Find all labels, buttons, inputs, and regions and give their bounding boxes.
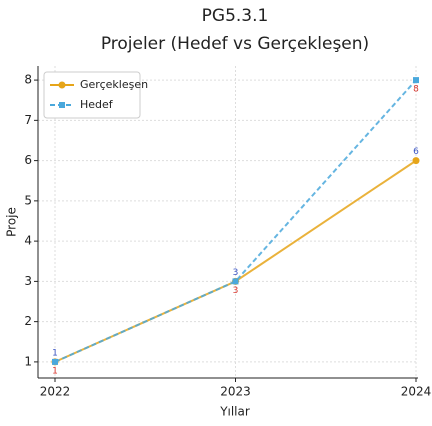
y-tick-label: 7 bbox=[24, 113, 32, 127]
y-tick-label: 2 bbox=[24, 314, 32, 328]
data-label: 1 bbox=[52, 348, 58, 358]
x-tick-label: 2023 bbox=[220, 385, 251, 399]
point bbox=[413, 77, 419, 84]
legend-marker bbox=[59, 102, 65, 108]
chart-subtitle: Projeler (Hedef vs Gerçekleşen) bbox=[101, 34, 369, 54]
legend-marker bbox=[58, 81, 66, 89]
data-label: 3 bbox=[233, 286, 239, 296]
data-label: 3 bbox=[233, 268, 239, 278]
y-tick-label: 4 bbox=[24, 234, 32, 248]
legend-label: Gerçekleşen bbox=[80, 78, 148, 91]
legend-box bbox=[43, 71, 141, 119]
x-tick-label: 2024 bbox=[401, 385, 432, 399]
y-tick-label: 3 bbox=[24, 274, 32, 288]
point bbox=[52, 358, 58, 365]
y-tick-label: 6 bbox=[24, 153, 32, 167]
x-axis-label: Yıllar bbox=[219, 405, 250, 419]
y-axis-label: Proje bbox=[5, 207, 19, 237]
series-line bbox=[54, 79, 417, 363]
y-tick-label: 5 bbox=[24, 193, 32, 207]
point bbox=[412, 157, 420, 165]
data-label: 6 bbox=[413, 147, 419, 157]
data-label: 1 bbox=[52, 366, 58, 376]
y-tick-label: 8 bbox=[24, 73, 32, 87]
point bbox=[232, 278, 239, 285]
chart-title: PG5.3.1 bbox=[202, 6, 269, 26]
x-tick-label: 2022 bbox=[40, 385, 71, 399]
data-label: 8 bbox=[413, 85, 419, 95]
legend-label: Hedef bbox=[80, 98, 114, 111]
y-tick-label: 1 bbox=[24, 354, 32, 368]
